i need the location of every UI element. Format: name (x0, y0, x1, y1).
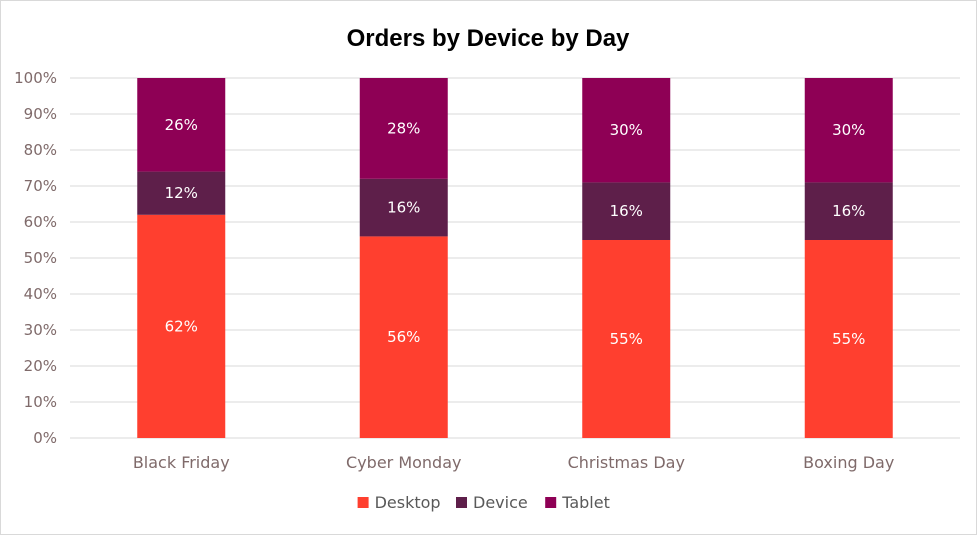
bar-segment-device (804, 182, 893, 240)
bar-segment-device (137, 171, 226, 215)
data-label: 30% (832, 121, 865, 139)
bar-segment-desktop (582, 240, 671, 438)
y-tick-label: 80% (24, 141, 57, 159)
x-tick-label: Christmas Day (568, 453, 685, 472)
legend: Desktop Device Tablet (357, 493, 610, 512)
bars (137, 78, 893, 438)
bar-segment-tablet (804, 78, 893, 183)
legend-label: Tablet (561, 493, 610, 512)
chart-title: Orders by Device by Day (347, 25, 630, 52)
x-tick-label: Cyber Monday (346, 453, 461, 472)
data-label: 56% (387, 328, 420, 346)
legend-item-desktop: Desktop (357, 493, 441, 512)
bar-segment-tablet (582, 78, 671, 183)
data-label: 28% (387, 119, 420, 137)
y-tick-label: 100% (14, 69, 57, 87)
bar-segment-tablet (137, 78, 226, 172)
legend-item-tablet: Tablet (545, 493, 610, 512)
legend-label: Device (473, 493, 528, 512)
data-label: 16% (387, 199, 420, 217)
legend-label: Desktop (375, 493, 441, 512)
data-label: 16% (832, 202, 865, 220)
data-label: 16% (610, 202, 643, 220)
data-label: 62% (165, 317, 198, 335)
bar-segment-device (359, 178, 448, 237)
bar-segment-desktop (137, 214, 226, 438)
data-labels: 62% 12% 26% 56% 16% 28% 55% 16% 30% 55% 16% 30% (165, 116, 866, 348)
data-label: 55% (610, 330, 643, 348)
y-tick-label: 70% (24, 177, 57, 195)
legend-item-device: Device (456, 493, 528, 512)
data-label: 30% (610, 121, 643, 139)
y-tick-label: 40% (24, 285, 57, 303)
y-tick-label: 30% (24, 321, 57, 339)
bar-segment-desktop (359, 236, 448, 438)
y-tick-label: 60% (24, 213, 57, 231)
y-tick-label: 20% (24, 357, 57, 375)
y-tick-label: 10% (24, 393, 57, 411)
x-axis-ticks: Black Friday Cyber Monday Christmas Day Box… (133, 453, 895, 472)
legend-swatch (357, 497, 369, 508)
x-tick-label: Boxing Day (803, 453, 894, 472)
y-tick-label: 50% (24, 249, 57, 267)
x-tick-label: Black Friday (133, 453, 230, 472)
bar-segment-desktop (804, 240, 893, 438)
legend-swatch (545, 497, 557, 508)
bar-segment-tablet (359, 78, 448, 179)
y-tick-label: 0% (33, 429, 57, 447)
data-label: 55% (832, 330, 865, 348)
y-axis-ticks: 0% 10% 20% 30% 40% 50% 60% 70% 80% 90% 100% (14, 69, 57, 447)
data-label: 26% (165, 116, 198, 134)
bar-segment-device (582, 182, 671, 240)
y-tick-label: 90% (24, 105, 57, 123)
data-label: 12% (165, 184, 198, 202)
legend-swatch (456, 497, 467, 508)
